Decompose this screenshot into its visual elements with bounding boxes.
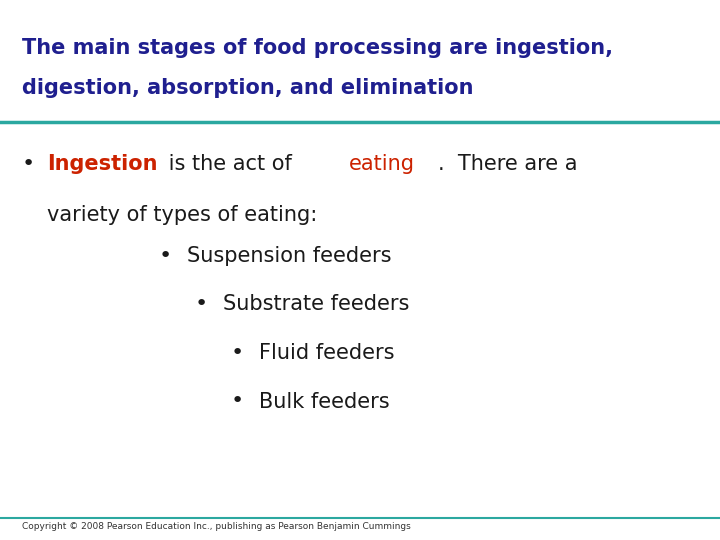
Text: is the act of: is the act of	[162, 154, 299, 174]
Text: Fluid feeders: Fluid feeders	[259, 343, 395, 363]
Text: •: •	[194, 294, 207, 314]
Text: eating: eating	[349, 154, 415, 174]
Text: Copyright © 2008 Pearson Education Inc., publishing as Pearson Benjamin Cummings: Copyright © 2008 Pearson Education Inc.,…	[22, 522, 410, 531]
Text: digestion, absorption, and elimination: digestion, absorption, and elimination	[22, 78, 473, 98]
Text: Bulk feeders: Bulk feeders	[259, 392, 390, 411]
Text: .  There are a: . There are a	[438, 154, 577, 174]
Text: variety of types of eating:: variety of types of eating:	[47, 205, 317, 225]
Text: The main stages of food processing are ingestion,: The main stages of food processing are i…	[22, 38, 613, 58]
Text: Suspension feeders: Suspension feeders	[187, 246, 392, 266]
Text: •: •	[230, 392, 243, 411]
Text: •: •	[230, 343, 243, 363]
Text: Ingestion: Ingestion	[47, 154, 157, 174]
Text: Substrate feeders: Substrate feeders	[223, 294, 410, 314]
Text: •: •	[22, 154, 35, 174]
Text: •: •	[158, 246, 171, 266]
